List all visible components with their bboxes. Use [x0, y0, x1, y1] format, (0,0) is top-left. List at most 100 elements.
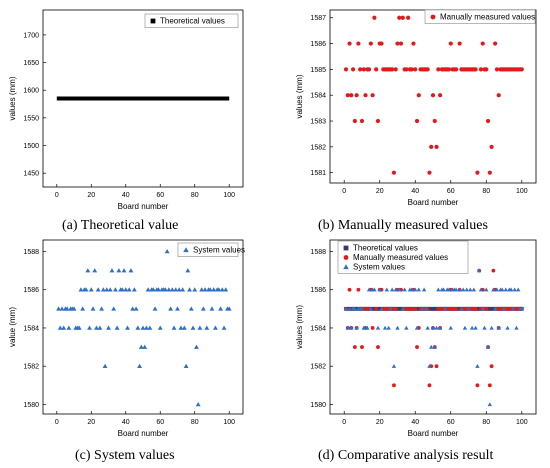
- data-point-triangle: [130, 306, 136, 311]
- data-point-triangle: [389, 287, 395, 292]
- data-point-triangle: [516, 287, 521, 292]
- data-point-triangle: [510, 306, 516, 311]
- data-point-triangle: [90, 306, 96, 311]
- data-point-circle: [427, 170, 432, 175]
- data-point-triangle: [59, 306, 65, 311]
- data-point-triangle: [111, 306, 117, 311]
- data-point-triangle: [482, 325, 487, 330]
- data-point-triangle: [508, 287, 514, 292]
- data-point-circle: [406, 15, 411, 20]
- data-point-triangle: [480, 306, 485, 311]
- data-point-triangle: [388, 306, 393, 311]
- data-point-circle: [404, 67, 409, 72]
- data-point-triangle: [185, 268, 191, 273]
- x-tick-label: 60: [447, 419, 455, 426]
- x-tick-label: 40: [411, 188, 419, 195]
- legend-marker-square: [343, 245, 349, 251]
- data-point-circle: [434, 144, 439, 149]
- y-tick-label: 1587: [310, 15, 326, 22]
- data-point-triangle: [209, 306, 215, 311]
- data-point-triangle: [496, 325, 501, 330]
- data-point-triangle: [226, 306, 232, 311]
- data-point-circle: [480, 41, 485, 46]
- data-point-triangle: [56, 306, 61, 311]
- data-point-triangle: [121, 268, 127, 273]
- data-point-circle: [358, 67, 363, 72]
- x-axis-label: Board number: [408, 429, 459, 438]
- legend-box: [337, 240, 469, 274]
- x-tick-label: 40: [122, 192, 130, 199]
- panel-b-manual: 0 20 40 60 80 100 1581 1582 1583 1584 1585 1586 1587…: [295, 9, 537, 207]
- data-point-circle: [375, 118, 381, 124]
- data-point-triangle: [379, 306, 384, 311]
- data-point-triangle: [200, 306, 206, 311]
- data-point-triangle: [464, 287, 469, 292]
- data-point-triangle: [221, 325, 227, 330]
- y-tick-label: 1588: [310, 249, 326, 256]
- data-point-triangle: [138, 344, 144, 349]
- data-point-triangle: [473, 325, 478, 330]
- data-point-circle: [427, 383, 432, 388]
- data-point-triangle: [131, 287, 137, 292]
- x-tick-label: 0: [342, 419, 346, 426]
- x-tick-label: 80: [191, 192, 199, 199]
- caption-a: (a) Theoretical value: [62, 218, 178, 233]
- data-point-triangle: [204, 325, 210, 330]
- data-point-triangle: [192, 287, 198, 292]
- data-point-triangle: [484, 287, 489, 292]
- data-point-triangle: [476, 268, 482, 273]
- data-point-triangle: [372, 287, 377, 292]
- data-point-circle: [400, 15, 405, 20]
- data-point-circle: [478, 67, 484, 72]
- data-point-circle: [391, 170, 397, 175]
- data-point-triangle: [180, 287, 186, 292]
- data-point-triangle: [501, 306, 507, 311]
- data-point-circle: [360, 345, 364, 349]
- data-point-triangle: [368, 306, 374, 311]
- data-point-triangle: [413, 287, 418, 292]
- data-point-triangle: [443, 306, 448, 311]
- data-point-circle: [489, 364, 494, 369]
- data-point-triangle: [78, 287, 84, 292]
- panel-a-theoretical: 0 20 40 60 80 100 1450 1500 1550 1600 1650 1700 Boar…: [8, 9, 244, 211]
- data-point-circle: [473, 306, 478, 311]
- data-point-triangle: [404, 325, 409, 330]
- data-point-triangle: [61, 325, 67, 330]
- legend-box: [177, 242, 239, 257]
- data-point-circle: [356, 287, 361, 292]
- x-tick-label: 0: [55, 419, 59, 426]
- data-point-circle: [374, 306, 379, 311]
- data-point-circle: [409, 67, 414, 72]
- data-point-triangle: [491, 287, 496, 292]
- data-point-triangle: [430, 325, 436, 330]
- y-tick-label: 1585: [310, 67, 326, 74]
- data-point-triangle: [112, 287, 118, 292]
- data-point-triangle: [176, 287, 182, 292]
- data-point-circle: [347, 41, 352, 46]
- legend: Manually measured values: [424, 9, 536, 24]
- data-point-triangle: [441, 287, 446, 292]
- data-point-triangle: [395, 325, 400, 330]
- data-point-circle: [390, 67, 395, 72]
- data-point-triangle: [202, 287, 208, 292]
- data-point-circle: [446, 67, 452, 72]
- y-tick-label: 1586: [23, 287, 39, 294]
- y-tick-label: 1582: [23, 364, 39, 371]
- data-point-circle: [494, 67, 500, 72]
- x-axis-label: Board number: [118, 202, 169, 211]
- data-point-triangle: [448, 325, 453, 330]
- data-point-circle: [487, 383, 492, 388]
- data-point-triangle: [128, 268, 134, 273]
- data-point-triangle: [173, 287, 179, 292]
- data-point-circle: [436, 67, 441, 72]
- y-tick-label: 1580: [310, 402, 326, 409]
- caption-d: (d) Comparative analysis result: [318, 448, 493, 463]
- y-axis-label: values (mm): [295, 305, 304, 349]
- data-point-triangle: [175, 306, 180, 311]
- data-point-circle: [347, 287, 352, 292]
- y-tick-label: 1586: [310, 41, 326, 48]
- data-point-triangle: [150, 287, 156, 292]
- x-tick-label: 0: [342, 188, 346, 195]
